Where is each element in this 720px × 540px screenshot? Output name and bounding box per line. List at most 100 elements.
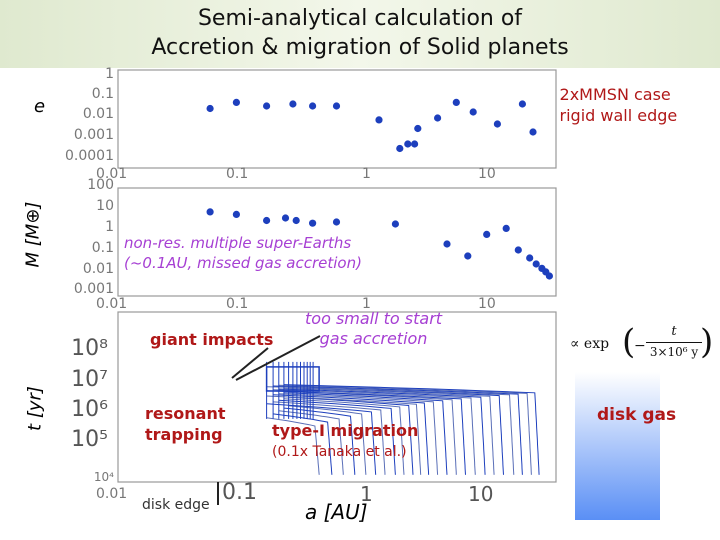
m-ytick: 0.1 <box>91 240 114 256</box>
migration-track <box>266 403 377 475</box>
legend: • 2xMMSN case • rigid wall edge <box>545 84 677 126</box>
arrow-giant-impacts <box>231 347 269 379</box>
disk-gas-formula: ∝ exp ( − t 3×10⁶ y ) <box>570 322 714 368</box>
data-point <box>514 246 522 254</box>
m-xtick: 0.01 <box>96 296 128 312</box>
slide-title: Semi-analytical calculation of Accretion… <box>0 4 720 62</box>
e-ytick: 1 <box>105 66 114 82</box>
m-ytick: 0.001 <box>73 281 114 297</box>
legend-item-edge: • rigid wall edge <box>545 106 678 125</box>
data-point <box>263 216 271 225</box>
panel-t-frame <box>117 311 557 483</box>
e-xtick: 0.1 <box>226 166 249 182</box>
e-ytick: 0.001 <box>73 127 114 143</box>
giant-impact-region <box>265 366 320 392</box>
disk-gas-bar <box>575 372 660 520</box>
t-ytick: 10⁵ <box>71 427 108 452</box>
migration-track <box>273 394 430 475</box>
data-point <box>375 116 383 124</box>
data-point <box>404 140 412 148</box>
data-point <box>292 216 300 225</box>
migration-track <box>278 399 396 475</box>
migration-track <box>278 393 439 475</box>
migration-track <box>283 392 448 475</box>
migration-track <box>266 417 320 475</box>
m-ytick: 1 <box>105 219 114 235</box>
title-banner <box>0 0 720 68</box>
data-point <box>391 220 399 228</box>
data-point <box>545 272 554 280</box>
t-xtick: 0.1 <box>222 480 257 505</box>
migration-track <box>278 384 532 475</box>
disk-gas-label: disk gas <box>597 405 677 425</box>
m-ytick: 0.01 <box>82 261 114 277</box>
data-point <box>332 218 341 226</box>
data-point <box>464 252 472 260</box>
too-small-annotation: too small to start gas accretion <box>305 309 442 349</box>
migration-track <box>273 401 386 475</box>
migration-track <box>273 389 476 475</box>
data-point <box>502 224 510 232</box>
e-xtick: 10 <box>478 166 496 182</box>
super-earths-line-2: (~0.1AU, missed gas accretion) <box>124 254 362 272</box>
panel-m-frame <box>117 187 557 297</box>
data-point <box>281 214 290 222</box>
m-xtick: 0.1 <box>226 296 249 312</box>
panel-m-points <box>206 208 554 280</box>
migration-track <box>288 386 504 475</box>
migration-track <box>273 413 333 475</box>
too-small-line-1: too small to start <box>305 309 443 328</box>
migration-track <box>288 391 457 475</box>
data-point <box>518 100 527 108</box>
data-point <box>263 102 271 110</box>
m-xtick: 1 <box>362 296 371 312</box>
m-ytick: 100 <box>87 177 114 193</box>
title-line-1: Semi-analytical calculation of <box>197 6 523 31</box>
panel-t-tracks <box>265 361 540 475</box>
formula-minus: − <box>634 338 646 354</box>
data-point <box>309 102 317 110</box>
panel-m-ylabel: M [M⊕] <box>22 201 44 268</box>
t-ytick: 10⁸ <box>71 336 108 361</box>
migration-track <box>266 395 422 475</box>
m-xtick: 10 <box>478 296 496 312</box>
data-point <box>232 98 240 106</box>
formula-prefix: ∝ exp <box>570 336 610 352</box>
formula-denominator: 3×10⁶ y <box>649 345 699 359</box>
arrow-too-small <box>235 335 321 381</box>
data-point <box>529 128 537 136</box>
panel-t-ylabel: t [yr] <box>24 386 46 431</box>
super-earths-line-1: non-res. multiple super-Earths <box>124 234 352 252</box>
e-ytick: 0.1 <box>91 86 114 102</box>
e-ytick: 0.01 <box>82 106 114 122</box>
data-point <box>414 124 422 133</box>
migration-track <box>283 407 356 475</box>
panel-e-frame <box>117 69 557 169</box>
data-point <box>411 140 419 148</box>
formula-fraction-bar <box>646 342 702 343</box>
disk-edge-label: disk edge <box>142 497 210 513</box>
migration-track <box>266 386 515 475</box>
type-i-migration-label: type-I migration <box>272 421 419 440</box>
e-xtick: 0.01 <box>96 166 128 182</box>
data-point <box>469 108 477 116</box>
data-point <box>483 230 491 238</box>
e-ytick: 0.0001 <box>65 148 114 164</box>
t-ytick: 10⁶ <box>71 397 108 422</box>
data-point <box>493 120 501 128</box>
too-small-line-2: gas accretion <box>319 329 428 348</box>
data-point <box>396 144 404 153</box>
m-ytick: 10 <box>96 198 114 214</box>
data-point <box>452 98 460 106</box>
formula-bracket-left: ( <box>622 322 636 362</box>
formula-numerator: t <box>671 324 677 339</box>
migration-track <box>273 385 523 475</box>
data-point <box>332 102 341 110</box>
migration-track <box>288 405 367 475</box>
e-xtick: 1 <box>362 166 371 182</box>
t-ytick: 10⁷ <box>71 367 108 392</box>
migration-track <box>278 388 486 475</box>
formula-bracket-right: ) <box>700 322 714 362</box>
t-xtick: 1 <box>360 482 373 506</box>
resonant-line-2: trapping <box>145 425 223 444</box>
